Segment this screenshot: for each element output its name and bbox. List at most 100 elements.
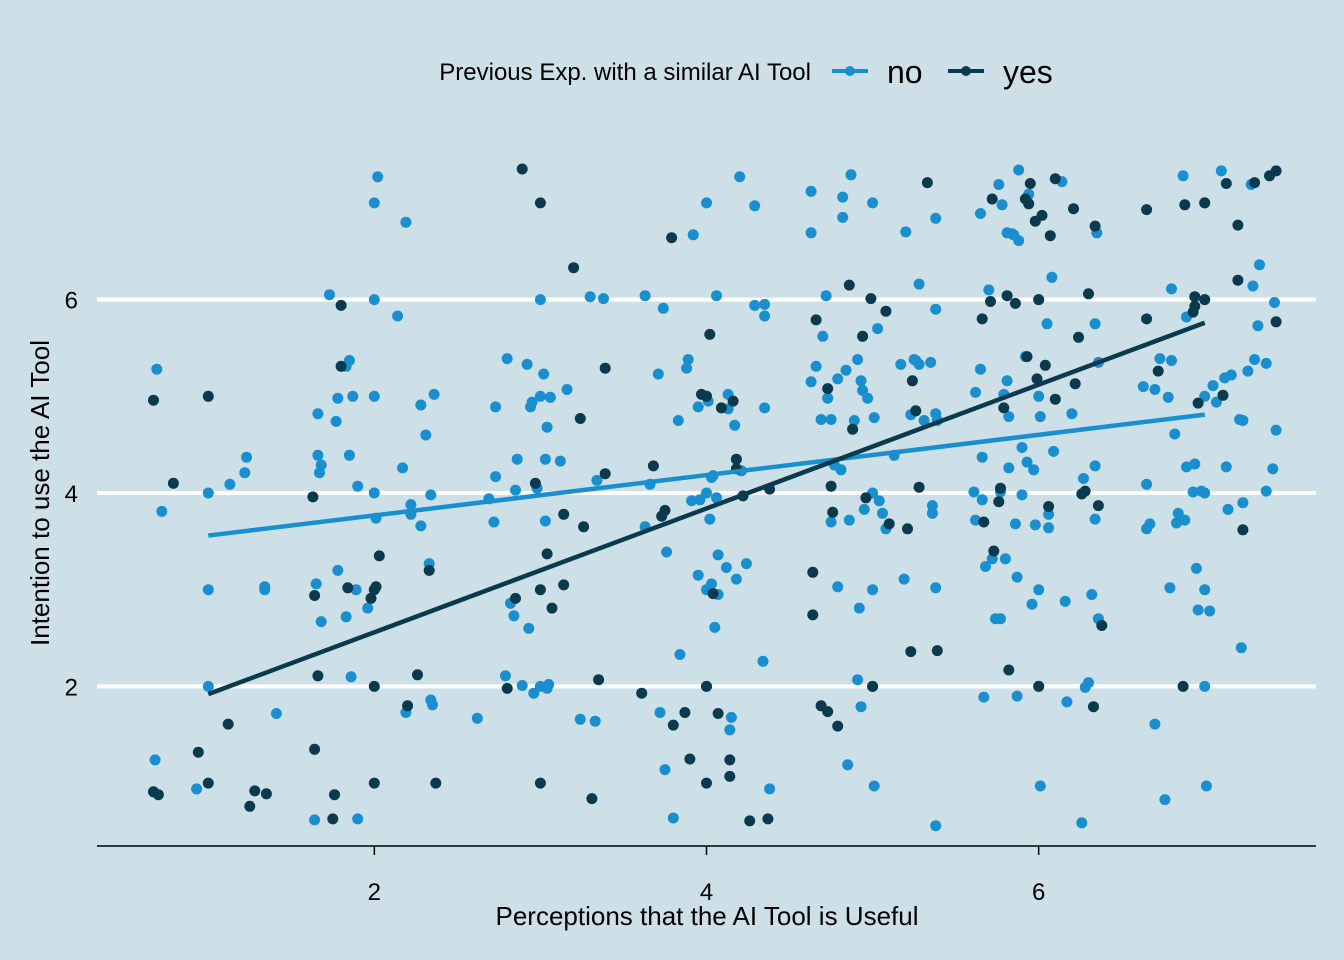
point-no [368,294,380,306]
point-yes [704,328,716,340]
point-yes [373,550,385,562]
point-no [805,227,817,239]
point-no [976,451,988,463]
point-no [1003,411,1015,423]
point-no [345,671,357,683]
point-yes [368,680,380,692]
point-no [709,621,721,633]
point-no [711,290,722,302]
point-no [930,303,942,315]
point-no [852,674,864,686]
point-yes [647,460,659,472]
point-yes [724,754,736,766]
point-yes [335,360,347,372]
point-yes [412,669,423,681]
point-yes [701,777,712,789]
point-no [840,364,852,376]
point-no [1154,353,1166,365]
point-no [1235,642,1247,654]
point-no [1016,489,1028,501]
point-no [825,516,837,528]
point-yes [327,813,339,825]
point-no [687,229,699,241]
point-no [1200,780,1212,792]
point-no [1210,396,1222,408]
point-yes [986,193,998,205]
point-no [1179,514,1191,526]
point-yes [1177,680,1189,692]
point-yes [832,720,844,732]
point-no [1222,503,1234,515]
point-yes [152,789,164,801]
y-axis-ticks: 2 4 6 [65,288,78,702]
y-axis-label: Intention to use the AI Tool [25,340,55,646]
point-no [1041,318,1053,330]
point-no [725,711,737,723]
point-no [837,191,849,203]
point-yes [365,592,377,604]
point-yes [599,362,611,374]
point-no [1181,461,1192,473]
point-no [835,464,847,476]
point-no [652,368,664,380]
point-yes [1039,359,1051,371]
point-yes [423,564,435,576]
point-yes [546,602,558,614]
point-no [1162,391,1174,403]
point-no [1013,164,1025,176]
point-yes [244,800,256,812]
point-no [848,415,860,426]
point-no [749,299,761,311]
point-no [584,291,596,303]
point-no [270,708,282,719]
point-no [1043,508,1055,520]
point-no [805,376,817,388]
point-yes [534,777,546,789]
point-yes [921,177,933,189]
point-yes [978,516,990,528]
point-yes [993,496,1005,508]
point-no [1187,486,1199,498]
y-tick-label: 4 [65,481,78,508]
point-no [681,362,693,374]
point-no [561,384,573,395]
point-no [1207,380,1219,392]
point-no [674,649,686,660]
point-yes [249,785,261,797]
point-yes [1187,306,1199,318]
legend-dot-yes [961,66,971,76]
point-yes [312,670,324,682]
point-yes [825,480,837,492]
point-no [1199,487,1211,499]
point-no [810,360,822,372]
point-no [528,687,540,699]
point-no [471,712,483,724]
point-no [1026,598,1038,610]
point-no [310,578,322,590]
point-no [1237,497,1249,509]
point-no [1066,408,1078,420]
point-no [900,226,912,238]
point-no [544,391,556,403]
point-no [598,293,609,305]
point-no [692,569,704,581]
point-no [1225,369,1237,381]
point-no [852,354,864,365]
point-no [343,355,355,366]
point-no [202,487,214,499]
point-yes [1096,620,1108,631]
point-no [1089,318,1101,330]
point-yes [1031,373,1043,385]
point-no [312,408,324,420]
point-yes [910,405,922,417]
point-no [427,699,438,711]
point-no [511,453,523,465]
point-yes [860,492,872,504]
point-yes [1003,664,1015,676]
point-yes [342,582,354,594]
point-no [1177,170,1189,182]
point-no [1016,442,1028,453]
point-no [1166,283,1177,295]
point-no [1237,415,1249,426]
series-yes-points [148,163,1282,827]
